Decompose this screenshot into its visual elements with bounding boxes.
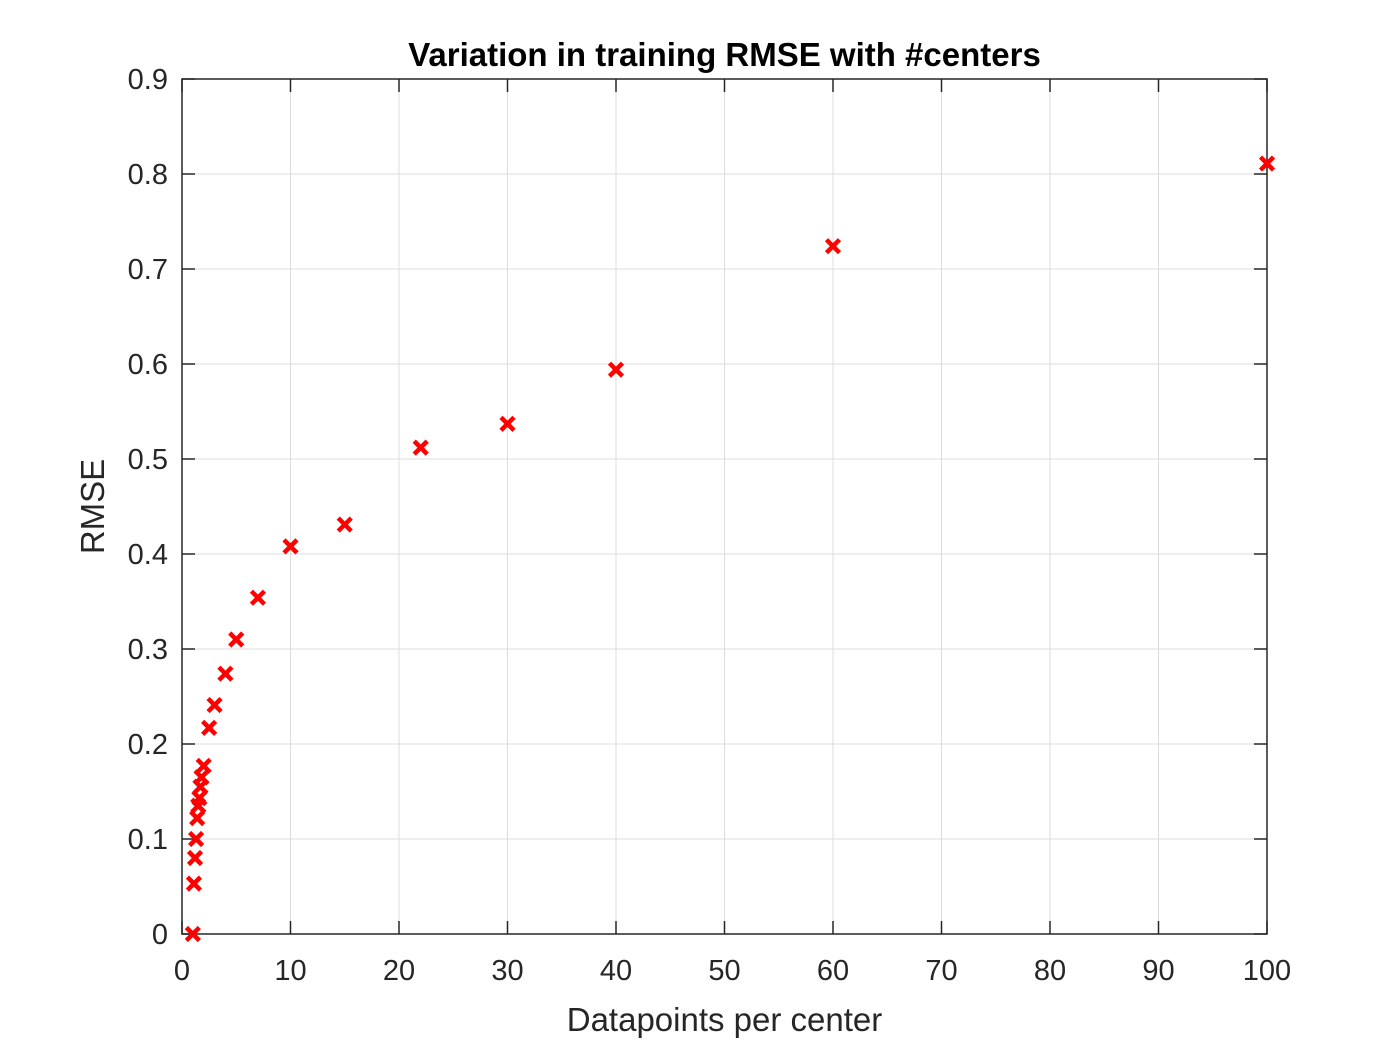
data-point-marker xyxy=(189,810,206,827)
x-tick-label: 90 xyxy=(1142,955,1174,987)
data-point-marker xyxy=(228,631,245,648)
data-point-marker xyxy=(217,665,234,682)
y-tick-label: 0.1 xyxy=(128,824,168,856)
x-tick-labels: 0 10 20 30 40 50 60 70 80 90 100 xyxy=(174,955,1291,987)
x-tick-label: 100 xyxy=(1243,955,1291,987)
data-point-marker xyxy=(412,439,429,456)
data-point-marker xyxy=(1258,155,1276,172)
y-tick-label: 0.3 xyxy=(128,634,168,666)
chart-title: Variation in training RMSE with #centers xyxy=(408,36,1041,73)
y-axis-label: RMSE xyxy=(74,459,111,554)
x-tick-label: 20 xyxy=(383,955,415,987)
x-tick-label: 30 xyxy=(491,955,523,987)
data-point-marker xyxy=(206,696,223,714)
y-tick-label: 0.2 xyxy=(128,729,168,761)
y-tick-label: 0.4 xyxy=(128,539,168,571)
y-tick-label: 0.8 xyxy=(128,159,168,191)
data-point-marker xyxy=(249,589,267,606)
data-point-marker xyxy=(282,538,299,555)
data-point-marker xyxy=(188,830,205,848)
y-tick-label: 0.9 xyxy=(128,64,168,96)
x-tick-label: 40 xyxy=(600,955,632,987)
data-point-marker xyxy=(185,875,203,892)
y-tick-label: 0.5 xyxy=(128,444,168,476)
data-point-marker xyxy=(607,361,625,378)
data-point-marker xyxy=(186,849,204,867)
grid xyxy=(181,78,1268,935)
x-tick-label: 80 xyxy=(1034,955,1066,987)
x-tick-label: 0 xyxy=(174,955,190,987)
data-markers xyxy=(184,155,1276,943)
data-point-marker xyxy=(201,719,218,736)
plot-area-frame xyxy=(181,78,1268,935)
data-point-marker xyxy=(184,925,201,943)
x-tick-label: 70 xyxy=(925,955,957,987)
x-tick-label: 50 xyxy=(708,955,740,987)
x-axis-label: Datapoints per center xyxy=(567,1001,883,1038)
data-point-marker xyxy=(195,757,212,774)
x-tick-label: 10 xyxy=(274,955,306,987)
data-point-marker xyxy=(193,769,210,786)
data-point-marker xyxy=(824,238,842,255)
y-tick-labels: 0 0.1 0.2 0.3 0.4 0.5 0.6 0.7 0.8 0.9 xyxy=(128,64,168,951)
y-tick-label: 0.7 xyxy=(128,254,168,286)
y-tick-label: 0.6 xyxy=(128,349,168,381)
data-point-marker xyxy=(499,415,516,432)
data-point-marker xyxy=(336,516,353,533)
y-tick-label: 0 xyxy=(152,919,168,951)
x-tick-label: 60 xyxy=(817,955,849,987)
